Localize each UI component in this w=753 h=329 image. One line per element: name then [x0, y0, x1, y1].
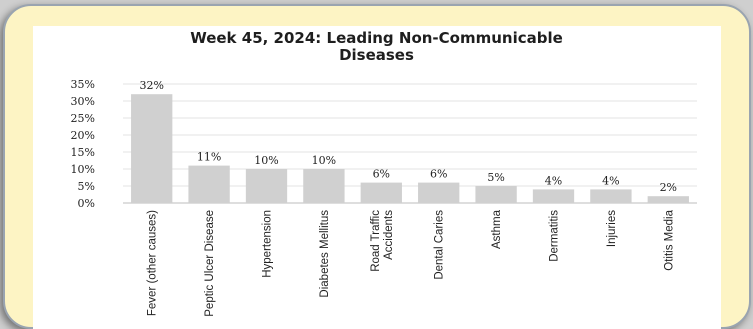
- data-label: 2%: [660, 181, 677, 194]
- bar: [475, 186, 517, 203]
- data-label: 4%: [545, 174, 562, 187]
- y-tick-label: 20%: [71, 129, 95, 142]
- x-tick-label: Diabetes Mellitus: [319, 210, 331, 298]
- x-tick-label-line: Dental Caries: [434, 210, 446, 280]
- x-tick-label: Injuries: [606, 210, 618, 247]
- chart-title-line-2: Diseases: [339, 46, 414, 64]
- x-tick-label: Otitis Media: [663, 209, 675, 270]
- bar: [131, 94, 173, 203]
- y-tick-label: 5%: [78, 180, 95, 193]
- x-tick-label-line: Peptic Ulcer Disease: [204, 210, 216, 317]
- bar: [360, 182, 402, 203]
- x-tick-label: Hypertension: [262, 210, 274, 278]
- x-tick-label-line: Injuries: [606, 210, 618, 247]
- x-tick-label: Dermatitis: [549, 210, 561, 262]
- bar: [590, 189, 632, 203]
- bar: [532, 189, 575, 203]
- bar: [418, 182, 460, 203]
- bar: [188, 165, 230, 203]
- y-tick-label: 15%: [71, 146, 95, 159]
- x-tick-label-line: Accidents: [383, 210, 395, 260]
- y-tick-label: 25%: [71, 112, 95, 125]
- x-tick-label-line: Asthma: [491, 209, 503, 249]
- x-tick-label-line: Fever (other causes): [147, 210, 159, 316]
- data-label: 6%: [373, 168, 390, 181]
- data-label: 10%: [312, 154, 336, 167]
- x-tick-label: Asthma: [491, 209, 503, 249]
- x-tick-label-line: Otitis Media: [663, 209, 675, 270]
- x-tick-label-line: Road Traffic: [370, 210, 382, 272]
- data-label: 4%: [602, 174, 619, 187]
- y-tick-label: 30%: [71, 95, 95, 108]
- y-tick-label: 35%: [71, 78, 95, 91]
- x-tick-label-line: Hypertension: [262, 210, 274, 278]
- x-tick-label: Dental Caries: [434, 210, 446, 280]
- x-tick-label: Fever (other causes): [147, 210, 159, 316]
- x-tick-label-line: Dermatitis: [549, 210, 561, 262]
- data-label: 32%: [139, 79, 163, 92]
- x-tick-label-line: Diabetes Mellitus: [319, 210, 331, 298]
- x-tick-label: Peptic Ulcer Disease: [204, 210, 216, 317]
- slide-frame: [3, 4, 751, 329]
- data-label: 6%: [430, 168, 447, 181]
- chart-title-line-1: Week 45, 2024: Leading Non-Communicable: [190, 29, 563, 47]
- bar: [647, 196, 689, 203]
- data-label: 11%: [197, 151, 221, 164]
- y-tick-label: 0%: [78, 197, 95, 210]
- x-tick-label: Road Traffic Accidents: [370, 210, 395, 272]
- data-label: 10%: [254, 154, 278, 167]
- y-tick-label: 10%: [71, 163, 95, 176]
- bar: [245, 169, 288, 203]
- bar: [303, 169, 345, 203]
- data-label: 5%: [487, 171, 504, 184]
- chart-title: Week 45, 2024: Leading Non-Communicable …: [0, 30, 753, 70]
